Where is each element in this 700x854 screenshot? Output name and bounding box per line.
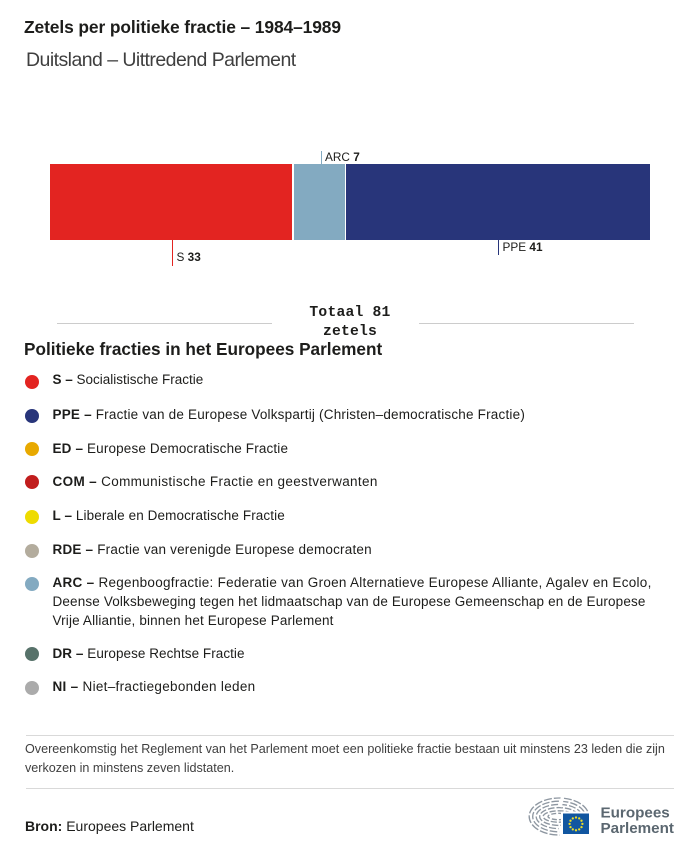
svg-text:Europees: Europees (601, 804, 670, 821)
svg-text:Parlement: Parlement (601, 820, 674, 837)
